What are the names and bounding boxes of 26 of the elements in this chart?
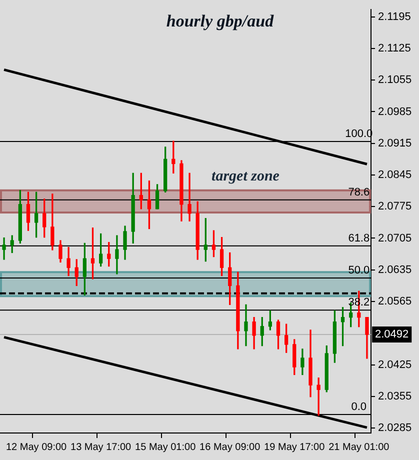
x-tick-label: 19 May 17:00 — [264, 442, 326, 453]
annotation: 0.0 — [351, 401, 367, 414]
y-tick-label: 2.0775 — [378, 200, 412, 213]
chart-title: hourly gbp/aud — [166, 11, 274, 30]
y-tick-label: 2.0635 — [378, 264, 412, 276]
y-tick-label: 2.1055 — [378, 74, 412, 86]
y-tick-label: 2.1195 — [378, 10, 411, 23]
y-tick-label: 2.0425 — [378, 358, 412, 371]
y-tick-label: 2.0915 — [378, 137, 412, 150]
y-tick-label: 2.0355 — [378, 390, 412, 402]
y-tick-label: 2.0285 — [378, 422, 412, 434]
annotation: 50.0 — [348, 264, 370, 277]
band-label: target zone — [212, 168, 280, 185]
ref-line-label: 2.0492 — [375, 328, 409, 341]
annotation: 78.6 — [348, 186, 370, 198]
x-tick-label: 12 May 09:00 — [6, 442, 68, 453]
x-tick-label: 15 May 01:00 — [135, 442, 196, 453]
x-tick-label: 16 May 09:00 — [200, 442, 261, 453]
y-tick-label: 2.0565 — [378, 296, 412, 308]
y-tick-label: 2.1125 — [378, 42, 411, 54]
y-tick-label: 2.0985 — [378, 106, 412, 118]
y-tick-label: 2.0705 — [378, 232, 412, 244]
x-tick-label: 21 May 01:00 — [328, 442, 390, 453]
annotation: 61.8 — [348, 232, 370, 244]
x-tick-label: 13 May 17:00 — [70, 442, 132, 453]
y-tick-label: 2.0845 — [378, 169, 412, 182]
